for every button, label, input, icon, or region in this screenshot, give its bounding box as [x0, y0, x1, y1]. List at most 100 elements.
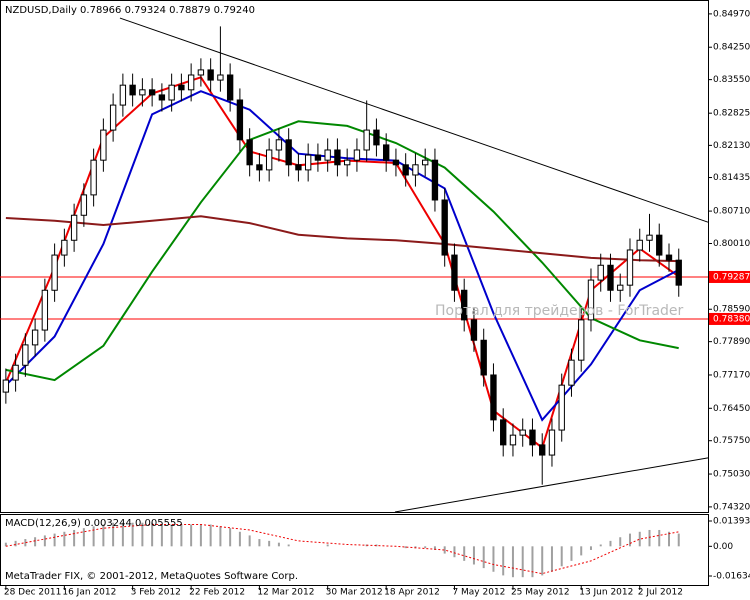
- candle-body: [665, 254, 673, 261]
- y-tick-label: 0.84970: [713, 9, 750, 19]
- x-tick-label: 18 Apr 2012: [384, 588, 440, 598]
- candle-body: [470, 319, 478, 341]
- candle-body: [197, 69, 205, 76]
- candle-body: [431, 159, 439, 201]
- trendline: [394, 457, 709, 513]
- candle-body: [617, 284, 624, 291]
- y-tick-label: 0.77170: [713, 370, 750, 380]
- x-tick-label: 28 Dec 2011: [4, 588, 62, 598]
- candle-body: [500, 419, 507, 446]
- candle-body: [304, 154, 312, 171]
- y-tick-label: 0.76450: [713, 404, 750, 414]
- candle-body: [334, 149, 341, 166]
- candle-body: [656, 234, 663, 256]
- moving-average: [5, 215, 679, 263]
- candle-body: [100, 129, 107, 161]
- candle-body: [256, 164, 263, 171]
- candle-body: [129, 84, 136, 96]
- y-tick-label: 0.81435: [713, 173, 750, 183]
- y-tick-label: 0.80010: [713, 239, 750, 249]
- x-tick-label: 25 May 2012: [511, 588, 570, 598]
- candle-body: [217, 74, 224, 81]
- candle-body: [70, 214, 78, 241]
- candle-body: [490, 374, 497, 421]
- candle-body: [31, 329, 39, 346]
- candle-body: [412, 164, 419, 176]
- candle-body: [295, 164, 302, 171]
- candle-body: [139, 89, 146, 96]
- candle-body: [626, 249, 634, 286]
- candle-body: [148, 89, 156, 96]
- y-tick-label: 0.82130: [713, 141, 750, 151]
- y-tick-label: 0.82825: [713, 109, 750, 119]
- candle-body: [12, 364, 19, 381]
- x-tick-label: 2 Jul 2012: [638, 588, 683, 598]
- candle-body: [675, 259, 682, 286]
- candle-body: [509, 434, 517, 446]
- candle-body: [236, 99, 244, 141]
- level-label: 0.79287: [713, 272, 750, 282]
- candle-body: [90, 159, 97, 196]
- candle-body: [548, 429, 556, 456]
- macd-y-tick-label: -0.016340: [713, 572, 750, 582]
- macd-title: MACD(12,26,9) 0.003244 0.005555: [5, 518, 183, 529]
- candle-body: [285, 139, 292, 166]
- candle-body: [441, 199, 448, 256]
- candle-body: [402, 164, 409, 176]
- candle-body: [461, 289, 468, 321]
- candle-body: [568, 359, 575, 386]
- candle-body: [646, 234, 653, 241]
- trendline: [119, 17, 709, 223]
- candle-body: [246, 139, 253, 166]
- candle-body: [2, 379, 10, 393]
- candle-body: [539, 444, 546, 456]
- candle-body: [587, 279, 595, 321]
- footer: MetaTrader FIX, © 2001-2012, MetaQuotes …: [5, 571, 298, 582]
- candle-body: [275, 139, 283, 151]
- x-tick-label: 3 Feb 2012: [131, 588, 181, 598]
- candle-body: [158, 94, 166, 101]
- candle-body: [61, 239, 68, 256]
- candle-body: [41, 289, 49, 331]
- candle-body: [265, 149, 273, 171]
- x-tick-label: 22 Feb 2012: [189, 588, 245, 598]
- y-tick-label: 0.78590: [713, 305, 750, 315]
- candle-body: [226, 74, 234, 101]
- candle-body: [607, 264, 614, 291]
- candle-body: [168, 84, 175, 101]
- level-box: [709, 312, 750, 325]
- candle-body: [353, 149, 361, 161]
- y-tick-label: 0.80710: [713, 207, 750, 217]
- candle-body: [207, 69, 214, 81]
- candle-body: [80, 194, 88, 216]
- candle-body: [187, 74, 195, 91]
- candle-body: [51, 254, 58, 291]
- chart-title: NZDUSD,Daily 0.78966 0.79324 0.78879 0.7…: [5, 5, 255, 16]
- candle-body: [22, 344, 29, 366]
- candle-body: [636, 239, 643, 251]
- candle-body: [109, 104, 117, 131]
- candle-body: [480, 339, 487, 376]
- candle-body: [558, 384, 565, 431]
- candle-body: [119, 84, 127, 106]
- y-tick-label: 0.84250: [713, 43, 750, 53]
- x-tick-label: 16 Jan 2012: [62, 588, 116, 598]
- candle-body: [529, 429, 536, 446]
- candle-body: [451, 254, 458, 291]
- candle-body: [363, 129, 370, 151]
- candle-body: [392, 159, 400, 166]
- x-tick-label: 12 Mar 2012: [257, 588, 314, 598]
- macd-y-tick-label: 0.00: [713, 542, 733, 552]
- x-tick-label: 13 Jun 2012: [579, 588, 633, 598]
- candle-body: [519, 429, 526, 436]
- level-box: [709, 270, 750, 283]
- candle-body: [383, 144, 390, 161]
- macd-signal: [5, 524, 679, 575]
- y-tick-label: 0.75750: [713, 436, 750, 446]
- main-panel-frame: [0, 0, 709, 513]
- y-tick-label: 0.77890: [713, 337, 750, 347]
- candle-body: [422, 159, 429, 166]
- x-tick-label: 30 Mar 2012: [326, 588, 383, 598]
- candle-body: [178, 84, 185, 91]
